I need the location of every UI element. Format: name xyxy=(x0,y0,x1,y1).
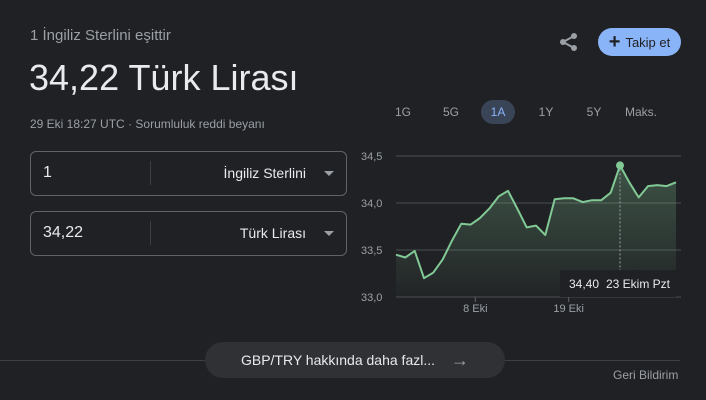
range-1m[interactable]: 1A xyxy=(481,100,515,124)
to-currency-field: 34,22 Türk Lirası xyxy=(30,211,347,256)
subtitle: 1 İngiliz Sterlini eşittir xyxy=(30,27,171,44)
field-divider xyxy=(150,161,151,185)
from-currency-field: 1 İngiliz Sterlini xyxy=(30,151,347,196)
feedback-link[interactable]: Geri Bildirim xyxy=(613,368,679,382)
price-line xyxy=(395,164,677,280)
to-amount-input[interactable]: 34,22 xyxy=(43,224,84,241)
timestamp-line: 29 Eki 18:27 UTC · Sorumluluk reddi beya… xyxy=(30,117,265,131)
y-tick-label: 34,5 xyxy=(361,151,382,163)
chevron-down-icon[interactable] xyxy=(324,231,334,236)
range-1d[interactable]: 1G xyxy=(394,105,411,119)
field-divider xyxy=(150,221,151,245)
y-tick-label: 34,0 xyxy=(361,198,382,210)
y-tick-label: 33,5 xyxy=(361,245,382,257)
follow-label: Takip et xyxy=(625,34,671,50)
x-tick-label: 19 Eki xyxy=(553,303,584,315)
disclaimer-link[interactable]: Sorumluluk reddi beyanı xyxy=(135,117,265,131)
x-tick-label: 8 Eki xyxy=(463,303,487,315)
share-icon[interactable] xyxy=(558,31,580,53)
follow-button[interactable]: + Takip et xyxy=(598,28,681,56)
more-about-pair-button[interactable]: GBP/TRY hakkında daha fazl... → xyxy=(205,342,505,378)
separator: · xyxy=(128,117,133,131)
from-currency-select[interactable]: İngiliz Sterlini xyxy=(223,165,306,181)
exchange-rate-chart[interactable]: 34,5 34,0 33,5 33,0 8 Eki 19 Eki 34,40 23 Ekim … xyxy=(355,140,685,325)
chevron-down-icon[interactable] xyxy=(324,171,334,176)
y-tick-label: 33,0 xyxy=(361,292,382,304)
tooltip-value: 34,40 xyxy=(569,277,599,291)
tooltip-box xyxy=(560,270,676,297)
to-currency-select[interactable]: Türk Lirası xyxy=(239,225,306,241)
area-fill xyxy=(396,165,676,297)
plus-icon: + xyxy=(608,31,621,53)
range-5d[interactable]: 5G xyxy=(442,105,459,119)
highlight-point xyxy=(616,161,624,170)
arrow-right-icon: → xyxy=(451,349,470,370)
timestamp: 29 Eki 18:27 UTC xyxy=(30,117,125,131)
tooltip-date: 23 Ekim Pzt xyxy=(606,277,671,291)
from-amount-input[interactable]: 1 xyxy=(43,164,52,181)
range-1y[interactable]: 1Y xyxy=(538,105,554,119)
conversion-result: 34,22 Türk Lirası xyxy=(29,57,299,98)
more-label: GBP/TRY hakkında daha fazl... xyxy=(240,352,436,368)
range-5y[interactable]: 5Y xyxy=(586,105,602,119)
range-max[interactable]: Maks. xyxy=(624,105,657,119)
